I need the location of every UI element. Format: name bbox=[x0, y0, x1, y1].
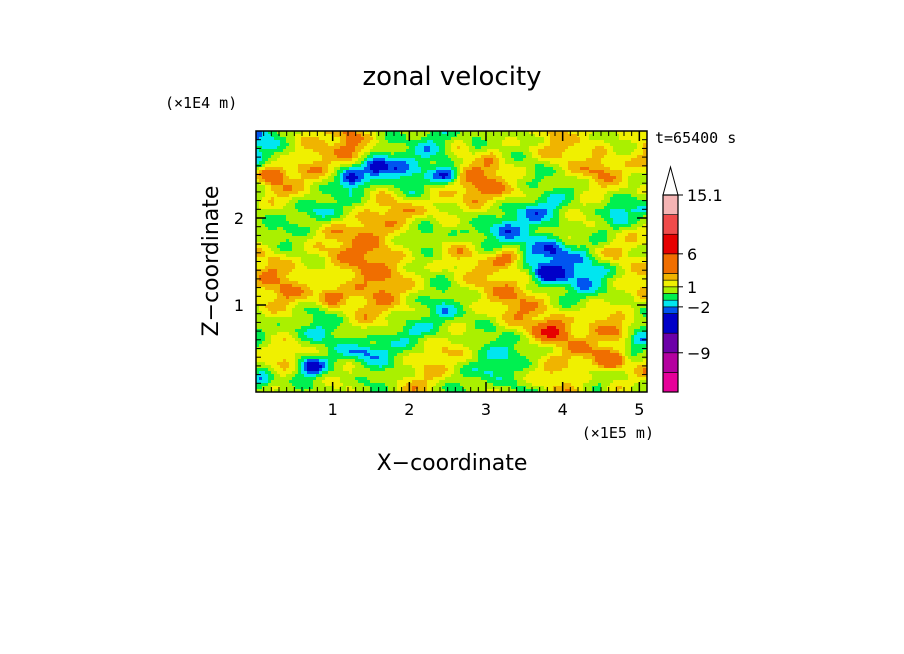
colorbar-bin bbox=[662, 194, 679, 215]
colorbar-bin bbox=[662, 273, 679, 281]
colorbar-label: −2 bbox=[687, 298, 711, 317]
y-tick-label: 2 bbox=[234, 209, 244, 228]
colorbar-bin bbox=[662, 279, 679, 288]
colorbar-bin bbox=[662, 286, 679, 294]
x-tick-label: 3 bbox=[481, 400, 491, 419]
colorbar-overflow-cap bbox=[662, 165, 679, 196]
colorbar-frame bbox=[662, 194, 679, 393]
x-tick-label: 5 bbox=[634, 400, 644, 419]
y-tick-label: 1 bbox=[234, 296, 244, 315]
colorbar-label: 1 bbox=[687, 278, 697, 297]
colorbar-bin bbox=[662, 293, 679, 301]
colorbar-bin bbox=[662, 233, 679, 255]
y-axis: 12 bbox=[234, 139, 647, 384]
chart-title: zonal velocity bbox=[362, 62, 541, 92]
x-tick-label: 1 bbox=[328, 400, 338, 419]
y-unit-label: (×1E4 m) bbox=[165, 94, 237, 112]
colorbar-bin bbox=[662, 352, 679, 373]
colorbar-bin bbox=[662, 313, 679, 334]
colorbar-label: 15.1 bbox=[687, 186, 723, 205]
colorbar-bin bbox=[662, 299, 679, 308]
x-axis: 1 2 3 4 5 bbox=[263, 131, 648, 419]
colorbar-label: −9 bbox=[687, 344, 711, 363]
colorbar-bin bbox=[662, 372, 679, 393]
x-axis-label: X−coordinate bbox=[377, 451, 528, 476]
time-label: t=65400 s bbox=[655, 129, 736, 147]
y-axis-label: Z−coordinate bbox=[199, 186, 224, 337]
colorbar-bin bbox=[662, 253, 679, 274]
colorbar-bin bbox=[662, 332, 679, 354]
x-tick-label: 2 bbox=[404, 400, 414, 419]
contour-field bbox=[256, 131, 647, 392]
x-tick-label: 4 bbox=[558, 400, 568, 419]
colorbar: 15.1 6 1−2 −9 bbox=[662, 165, 723, 393]
colorbar-bin bbox=[662, 306, 679, 314]
colorbar-bin bbox=[662, 214, 679, 235]
colorbar-label: 6 bbox=[687, 245, 697, 264]
x-unit-label: (×1E5 m) bbox=[582, 424, 654, 442]
